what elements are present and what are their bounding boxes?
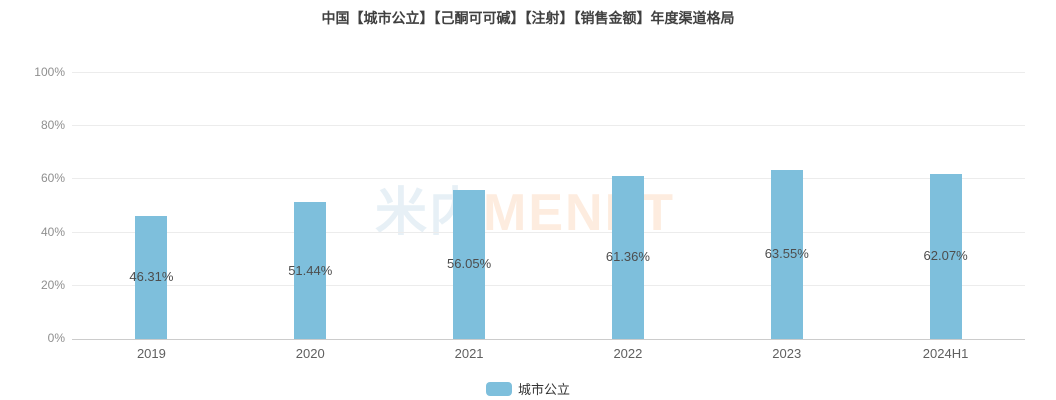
y-axis-label-40%: 40% bbox=[40, 224, 65, 239]
y-axis-label-100%: 100% bbox=[34, 65, 65, 79]
bar-2023[interactable] bbox=[770, 169, 803, 339]
gridline-80 bbox=[72, 125, 1025, 127]
x-axis-line bbox=[72, 339, 1025, 340]
legend-swatch[interactable] bbox=[485, 381, 512, 396]
plot-area bbox=[72, 72, 1025, 340]
x-axis-label-2020: 2020 bbox=[295, 346, 325, 361]
x-axis-label-2021: 2021 bbox=[454, 346, 484, 361]
bar-2020[interactable] bbox=[294, 202, 327, 339]
legend-label: 城市公立 bbox=[517, 382, 570, 397]
y-axis-label-60%: 60% bbox=[40, 171, 65, 186]
y-axis-label-80%: 80% bbox=[40, 118, 65, 133]
chart-title: 中国【城市公立】【己酮可可碱】【注射】【销售金额】年度渠道格局 bbox=[321, 10, 735, 26]
bar-2024H1[interactable] bbox=[929, 173, 962, 339]
bar-value-label-2022: 61.36% bbox=[605, 249, 650, 265]
bar-value-label-2024H1: 62.07% bbox=[923, 248, 968, 264]
y-axis-label-0%: 0% bbox=[47, 331, 65, 345]
x-axis-label-2024H1: 2024H1 bbox=[922, 346, 969, 361]
bar-2021[interactable] bbox=[453, 189, 486, 339]
gridline-60 bbox=[72, 178, 1025, 180]
gridline-40 bbox=[72, 231, 1025, 233]
bar-value-label-2023: 63.55% bbox=[764, 246, 809, 262]
bar-value-label-2020: 51.44% bbox=[288, 262, 333, 278]
gridline-100 bbox=[72, 72, 1025, 73]
legend-item-城市公立[interactable]: 城市公立 bbox=[0, 379, 1056, 398]
bar-value-label-2021: 56.05% bbox=[447, 256, 492, 272]
bar-2019[interactable] bbox=[135, 215, 168, 339]
bar-2022[interactable] bbox=[611, 175, 644, 339]
y-axis-label-20%: 20% bbox=[40, 277, 65, 292]
gridline-20 bbox=[72, 284, 1025, 286]
bar-value-label-2019: 46.31% bbox=[129, 269, 174, 285]
x-axis-label-2023: 2023 bbox=[772, 346, 802, 361]
x-axis-label-2019: 2019 bbox=[136, 346, 166, 361]
x-axis-label-2022: 2022 bbox=[613, 346, 643, 361]
